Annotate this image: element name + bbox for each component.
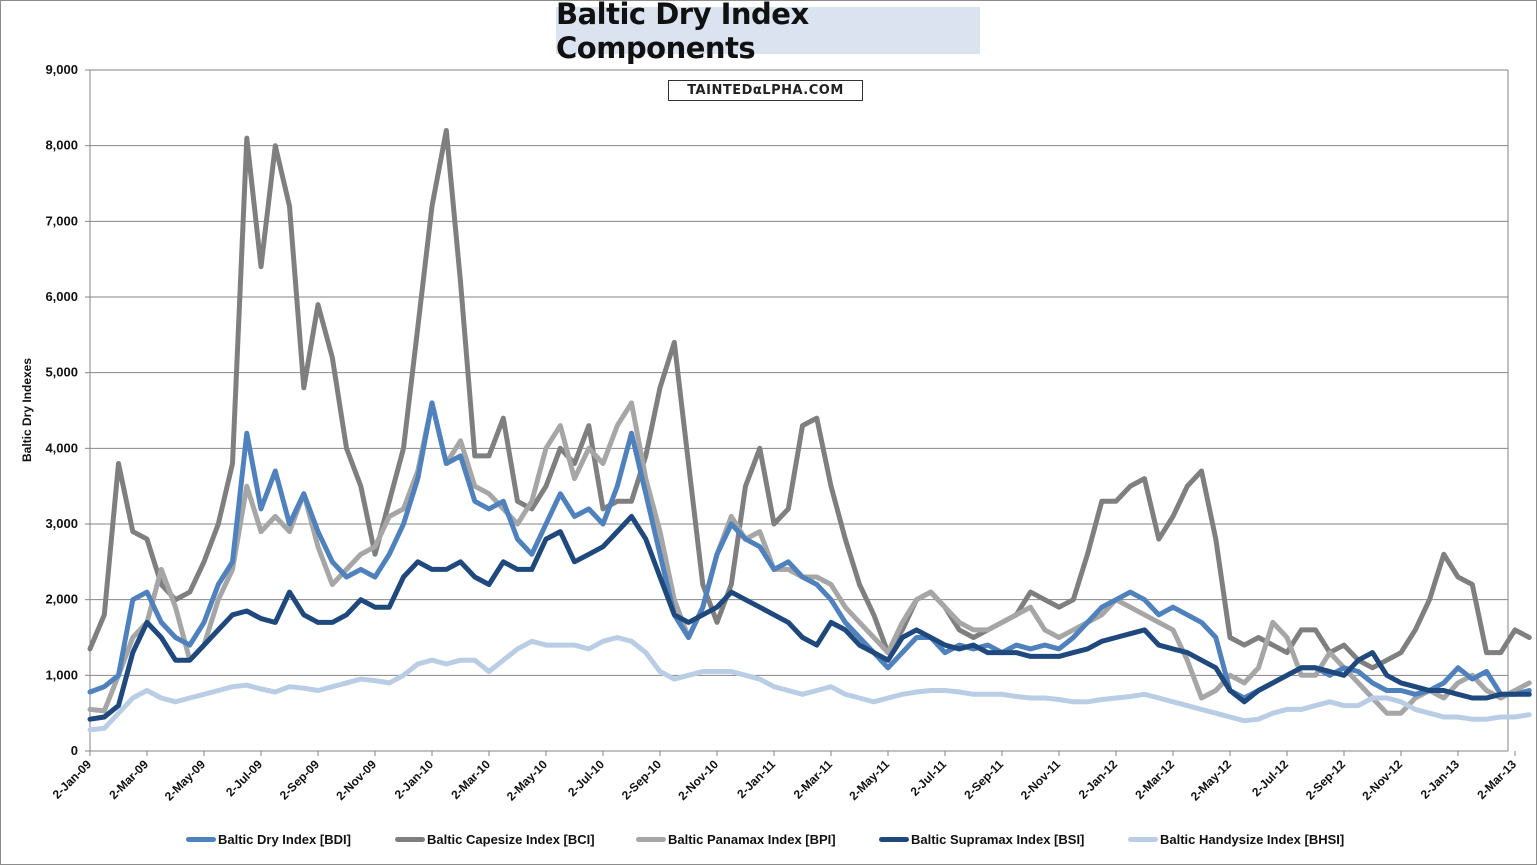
x-tick-label: 2-Sep-10: [619, 757, 665, 803]
x-tick-label: 2-Jul-11: [908, 757, 950, 799]
title-box: Baltic Dry Index Components: [556, 0, 980, 65]
x-tick-label: 2-Sep-09: [277, 757, 323, 803]
series-line-baltic-dry-index-bdi: [87, 400, 1532, 701]
x-axis-ticks: 2-Jan-09 2-Mar-09 2-May-09 2-Jul-09 2-Sep-09…: [50, 751, 1519, 803]
x-tick-label: 2-Nov-12: [1359, 757, 1405, 803]
series-line-baltic-capesize-index-bci: [87, 128, 1532, 671]
legend-item: Baltic Capesize Index [BCI]: [395, 832, 595, 847]
legend-item: Baltic Panamax Index [BPI]: [636, 832, 836, 847]
legend-label: Baltic Panamax Index [BPI]: [668, 832, 836, 847]
y-tick-label: 4,000: [45, 440, 78, 455]
x-tick-label: 2-Nov-11: [1018, 757, 1064, 803]
x-tick-label: 2-Nov-10: [675, 757, 721, 803]
y-tick-label: 0: [71, 743, 78, 758]
x-tick-label: 2-Jul-12: [1249, 757, 1291, 799]
legend-label: Baltic Dry Index [BDI]: [218, 832, 351, 847]
x-tick-label: 2-Mar-12: [1132, 757, 1177, 802]
legend-swatch: [636, 837, 666, 842]
y-tick-label: 7,000: [45, 213, 78, 228]
x-tick-label: 2-Jan-10: [392, 757, 437, 802]
legend-item: Baltic Dry Index [BDI]: [186, 832, 351, 847]
chart-title: Baltic Dry Index Components: [556, 0, 809, 65]
x-tick-label: 2-Jan-13: [1418, 757, 1463, 802]
x-tick-label: 2-Mar-09: [106, 757, 151, 802]
y-axis-ticks: 0 1,000 2,000 3,000 4,000 5,000 6,000 7,000 8,00…: [45, 62, 90, 758]
x-tick-label: 2-Sep-12: [1303, 757, 1349, 803]
y-tick-label: 5,000: [45, 365, 78, 380]
x-tick-label: 2-Mar-11: [791, 757, 836, 802]
series-line-baltic-panamax-index-bpi: [87, 400, 1532, 716]
x-tick-label: 2-Jan-12: [1076, 757, 1121, 802]
y-tick-label: 6,000: [45, 289, 78, 304]
x-tick-label: 2-Sep-11: [961, 757, 1006, 802]
x-tick-label: 2-Jan-09: [50, 757, 95, 802]
gridlines: [89, 69, 1509, 752]
series-line-baltic-handysize-index-bhsi: [87, 635, 1532, 733]
x-tick-label: 2-May-11: [846, 757, 892, 803]
y-tick-label: 3,000: [45, 516, 78, 531]
x-tick-label: 2-May-12: [1188, 757, 1234, 803]
watermark-logo: TAINTEDαLPHA.COM: [668, 80, 863, 101]
series-line-baltic-supramax-index-bsi: [87, 513, 1532, 722]
legend-swatch: [395, 837, 425, 842]
legend-label: Baltic Handysize Index [BHSI]: [1160, 832, 1345, 847]
legend-swatch: [879, 837, 909, 842]
y-axis-label: Baltic Dry Indexes: [20, 358, 34, 462]
y-tick-label: 1,000: [45, 667, 78, 682]
y-tick-label: 9,000: [45, 62, 78, 77]
y-tick-label: 8,000: [45, 138, 78, 153]
y-tick-label: 2,000: [45, 592, 78, 607]
x-tick-label: 2-Jul-10: [565, 757, 607, 799]
legend-label: Baltic Capesize Index [BCI]: [427, 832, 595, 847]
x-tick-label: 2-Jan-11: [734, 757, 778, 801]
legend-item: Baltic Handysize Index [BHSI]: [1128, 832, 1344, 847]
x-tick-label: 2-Mar-10: [448, 757, 493, 802]
legend-swatch: [1128, 837, 1158, 842]
legend-label: Baltic Supramax Index [BSI]: [911, 832, 1085, 847]
x-tick-label: 2-Jul-09: [223, 757, 265, 799]
legend: Baltic Dry Index [BDI] Baltic Capesize In…: [0, 832, 1537, 852]
x-tick-label: 2-May-09: [162, 757, 208, 803]
x-tick-label: 2-Mar-13: [1474, 757, 1519, 802]
series-lines: [87, 128, 1532, 733]
x-tick-label: 2-Nov-09: [333, 757, 379, 803]
legend-swatch: [186, 837, 216, 842]
legend-item: Baltic Supramax Index [BSI]: [879, 832, 1084, 847]
x-tick-label: 2-May-10: [504, 757, 550, 803]
